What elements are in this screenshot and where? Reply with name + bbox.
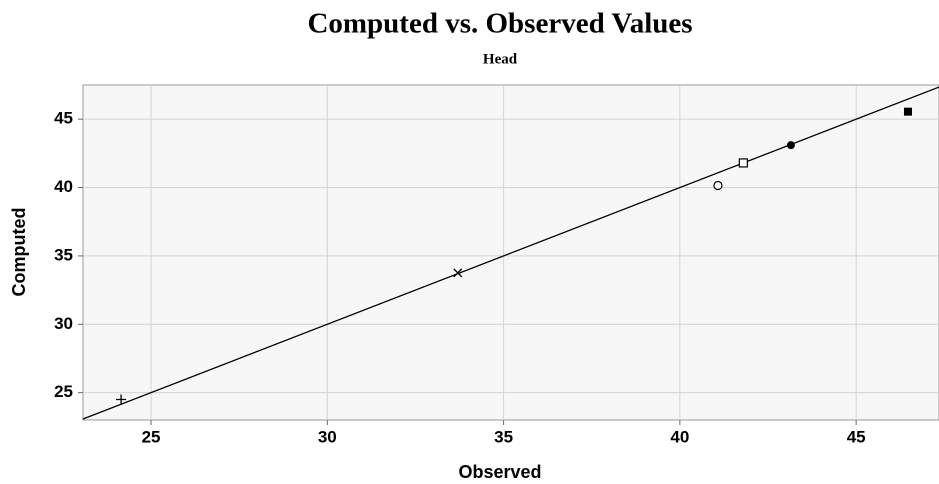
x-tick-label: 35: [494, 427, 513, 446]
y-tick-label: 40: [54, 177, 73, 196]
y-tick-label: 35: [54, 245, 73, 264]
marker-cross: [453, 268, 463, 278]
x-axis-label: Observed: [458, 462, 541, 482]
x-tick-label: 30: [318, 427, 337, 446]
y-tick-label: 45: [54, 109, 73, 128]
x-tick-label: 25: [142, 427, 161, 446]
marker-dot: [786, 141, 795, 150]
marker-filled-square: [903, 107, 912, 116]
x-tick-label: 40: [670, 427, 689, 446]
chart-subtitle: Head: [483, 51, 518, 67]
reference-line: [82, 86, 939, 420]
y-axis-label: Computed: [9, 208, 29, 297]
y-tick-label: 30: [54, 314, 73, 333]
x-tick-label: 45: [847, 427, 866, 446]
marker-circle: [713, 180, 723, 191]
marker-plus: [116, 394, 127, 405]
y-tick-label: 25: [54, 382, 73, 401]
chart-title: Computed vs. Observed Values: [307, 8, 692, 40]
marker-square: [738, 158, 748, 168]
